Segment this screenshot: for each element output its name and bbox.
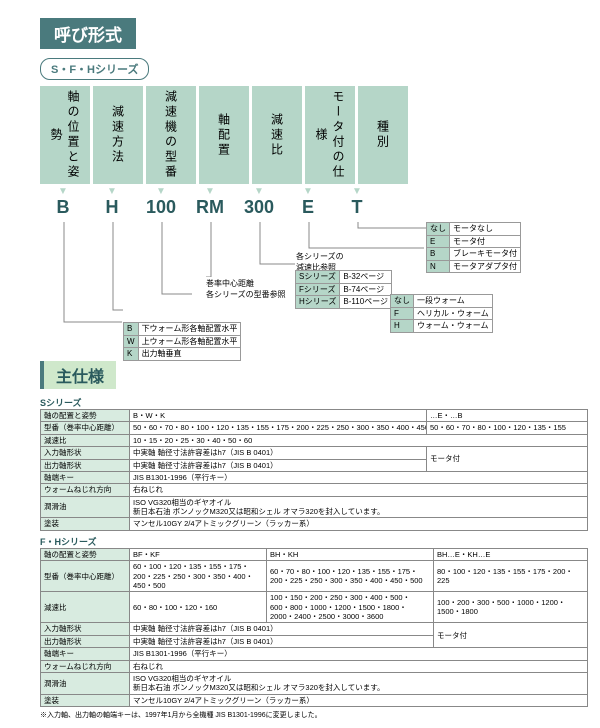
val-1: B: [40, 197, 86, 218]
fh-series-label: F・Hシリーズ: [40, 535, 588, 548]
col-6: モータ付の仕様: [305, 86, 355, 184]
footnote: ※入力軸、出力軸の軸端キーは、1997年1月から全機種 JIS B1301-19…: [40, 710, 588, 720]
col-3: 減速機の型番: [146, 86, 196, 184]
fh-series-table: 軸の配置と姿勢BF・KFBH・KHBH…E・KH…E 型番（巻率中心距離）60・…: [40, 548, 588, 707]
val-4: RM: [187, 197, 233, 218]
val-5: 300: [236, 197, 282, 218]
mini-ratio: SシリーズB-32ページ FシリーズB-74ページ HシリーズB-110ページ: [295, 270, 392, 309]
mini-method: なし一段ウォーム Fヘリカル・ウォーム Hウォーム・ウォーム: [390, 294, 493, 333]
series-tag: S・F・Hシリーズ: [40, 58, 149, 80]
col-2: 減速方法: [93, 86, 143, 184]
val-3: 100: [138, 197, 184, 218]
s-series-table: 軸の配置と姿勢B・W・K…E・…B 型番（巻率中心距離）50・60・70・80・…: [40, 409, 588, 531]
title-naming: 呼び形式: [40, 18, 136, 49]
col-7: 種別: [358, 86, 408, 184]
type-note: 巻率中心距離 各シリーズの型番参照: [205, 277, 287, 301]
mini-pos: B下ウォーム形各軸配置水平 W上ウォーム形各軸配置水平 K出力軸垂直: [123, 322, 241, 361]
title-spec: 主仕様: [40, 361, 116, 389]
value-row: B H 100 RM 300 E T: [40, 197, 588, 218]
s-series-label: Sシリーズ: [40, 396, 588, 409]
mini-motor: なしモータなし Eモータ付 Bブレーキモータ付 Nモータアダプタ付: [426, 222, 521, 273]
diagram-area: なし標準品 T特殊品 なしモータなし Eモータ付 Bブレーキモータ付 Nモータア…: [40, 222, 588, 357]
val-2: H: [89, 197, 135, 218]
column-headers: 軸の位置と姿勢 減速方法 減速機の型番 軸配置 減速比 モータ付の仕様 種別: [40, 86, 588, 184]
arrow-row: ▼▼▼▼▼▼▼: [40, 186, 588, 197]
col-5: 減速比: [252, 86, 302, 184]
val-7: T: [334, 197, 380, 218]
col-1: 軸の位置と姿勢: [40, 86, 90, 184]
val-6: E: [285, 197, 331, 218]
col-4: 軸配置: [199, 86, 249, 184]
